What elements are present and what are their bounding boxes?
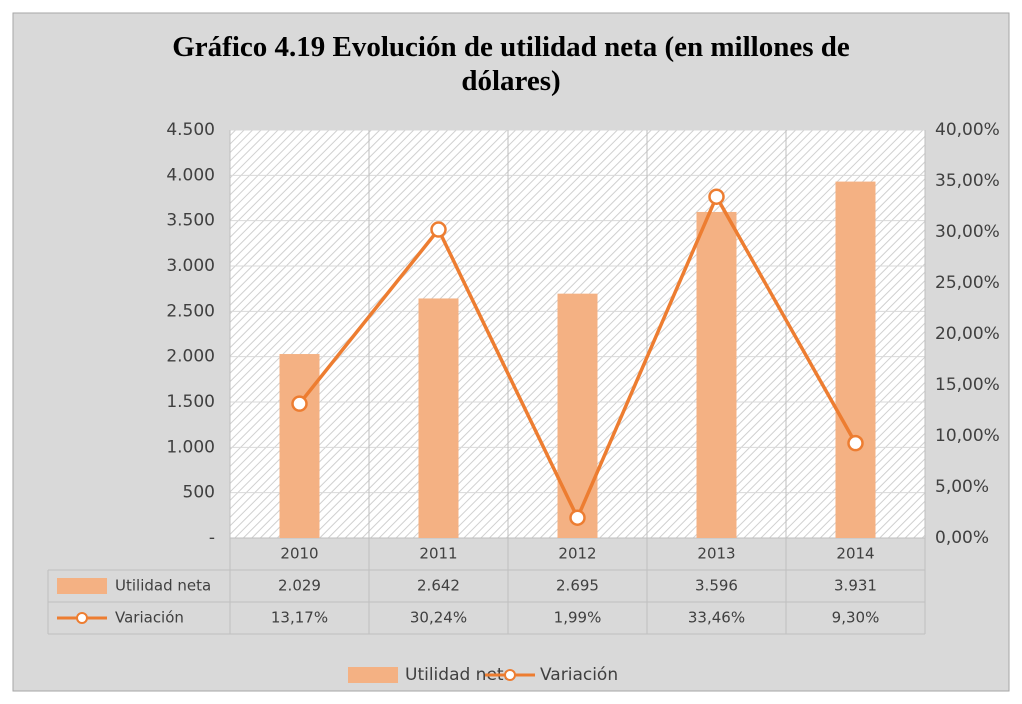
x-tick-label: 2010 — [280, 545, 318, 563]
bar — [418, 298, 459, 538]
y-tick-label: 1.000 — [166, 437, 215, 457]
y-tick-label: 2.500 — [166, 301, 215, 321]
y2-tick-label: 15,00% — [935, 375, 1000, 395]
x-tick-label: 2012 — [558, 545, 596, 563]
legend-swatch — [348, 667, 398, 683]
legend-swatch — [76, 612, 88, 624]
y-tick-label: 2.000 — [166, 347, 215, 367]
table-value: 2.642 — [417, 577, 460, 595]
table-value: 2.029 — [278, 577, 321, 595]
table-value: 13,17% — [271, 609, 328, 627]
bar — [557, 293, 598, 538]
bar — [835, 181, 876, 538]
legend-swatch — [57, 578, 107, 594]
table-value: 3.596 — [695, 577, 738, 595]
y-tick-label: 1.500 — [166, 392, 215, 412]
x-tick-label: 2014 — [836, 545, 874, 563]
table-value: 33,46% — [688, 609, 745, 627]
y-tick-label: - — [209, 528, 215, 548]
bar — [279, 354, 320, 538]
line-marker — [847, 434, 864, 452]
y-tick-label: 3.500 — [166, 211, 215, 231]
line-marker — [291, 395, 308, 412]
y2-tick-label: 10,00% — [935, 426, 1000, 446]
table-series-name: Variación — [115, 609, 184, 627]
legend-swatch — [504, 669, 516, 681]
y2-tick-label: 30,00% — [935, 222, 1000, 242]
y2-tick-label: 20,00% — [935, 324, 1000, 344]
table-value: 2.695 — [556, 577, 599, 595]
legend-label: Utilidad neta — [405, 665, 514, 685]
y2-tick-label: 25,00% — [935, 273, 1000, 293]
line-marker — [708, 188, 725, 205]
y-tick-label: 4.000 — [166, 165, 215, 185]
y-tick-label: 4.500 — [166, 120, 215, 140]
legend-label: Variación — [540, 665, 618, 685]
table-value: 1,99% — [554, 609, 602, 627]
layer: - 500 1.000 1.500 2.000 2.500 3.000 3.500 4.000 4… — [47, 120, 1000, 685]
table-value: 30,24% — [410, 609, 467, 627]
x-tick-label: 2013 — [697, 545, 735, 563]
line-marker — [430, 221, 447, 238]
y2-tick-label: 0,00% — [935, 528, 989, 548]
table-value: 9,30% — [832, 609, 880, 627]
chart-title: Gráfico 4.19 Evolución de utilidad neta … — [172, 31, 850, 97]
y-tick-label: 500 — [183, 483, 215, 503]
x-tick-label: 2011 — [419, 545, 457, 563]
bar — [696, 211, 737, 539]
y2-tick-label: 5,00% — [935, 477, 989, 497]
table-series-name: Utilidad neta — [115, 577, 211, 595]
y-tick-label: 3.000 — [166, 256, 215, 276]
y2-tick-label: 35,00% — [935, 171, 1000, 191]
y2-tick-label: 40,00% — [935, 120, 1000, 140]
line-marker — [569, 509, 586, 526]
table-value: 3.931 — [834, 577, 877, 595]
